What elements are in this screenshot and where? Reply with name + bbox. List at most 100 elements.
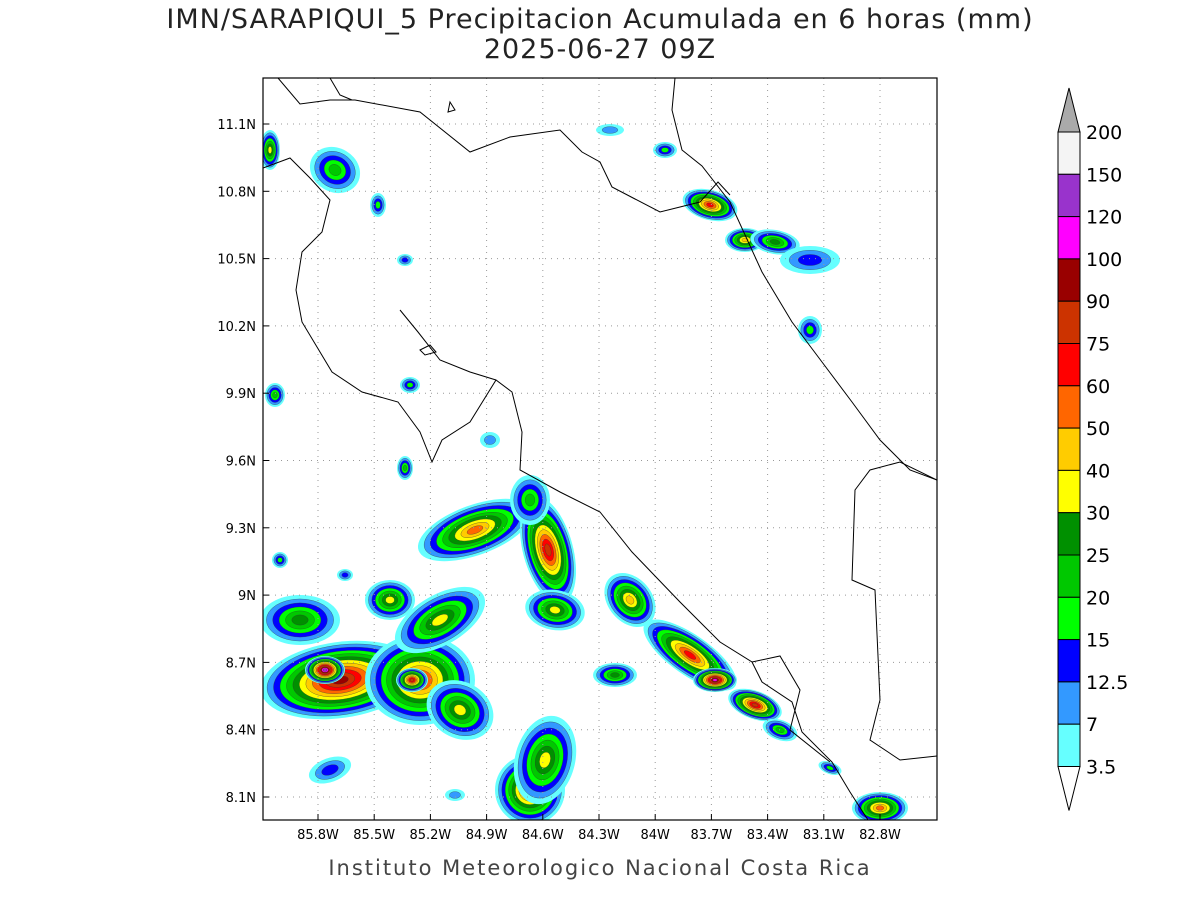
lat-tick-label: 10.2N [217,320,256,335]
precip-contour [806,325,814,335]
colorbar-label: 25 [1086,545,1110,567]
island [447,100,456,113]
colorbar-label: 100 [1086,249,1122,271]
lon-tick-label: 85.5W [353,828,395,843]
precip-contour [328,164,342,176]
precip-contour [321,764,339,776]
precip-contour [466,525,484,535]
colorbar-label: 3.5 [1086,757,1116,779]
colorbar-segment [1057,596,1081,641]
nicaragua-lake-shore [329,78,353,101]
precip-contour [706,202,714,208]
lon-tick-label: 84.6W [522,828,564,843]
map-title: IMN/SARAPIQUI_5 Precipitacion Acumulada … [166,4,1034,35]
footer-credit: Instituto Meteorologico Nacional Costa R… [328,856,872,880]
colorbar-label: 30 [1086,503,1110,525]
precip-contour [375,201,381,209]
precip-contour [751,702,759,708]
colorbar-over-triangle [1057,87,1081,133]
lat-tick-label: 10.8N [217,185,256,200]
caribbean-coast [671,78,937,481]
precip-contour [769,239,781,245]
precip-contour [453,704,467,716]
colorbar-segment [1057,385,1081,429]
nicaragua-coast [277,78,731,213]
precip-contour [539,751,551,769]
precip-contour [549,606,561,614]
plot-frame [262,77,938,821]
precipitation-field [263,124,908,820]
precip-contour [601,126,619,134]
colorbar-segment [1057,681,1081,725]
precip-contour [875,805,885,811]
precip-contour [431,613,449,627]
colorbar-segment [1057,343,1081,387]
precip-contour [625,595,635,605]
precip-contour [683,650,697,660]
colorbar-label: 150 [1086,164,1122,186]
precip-contour [268,146,272,154]
colorbar-label: 90 [1086,291,1110,313]
lat-tick-label: 8.7N [226,656,256,671]
lat-tick-label: 9N [238,589,256,604]
panama-border [751,655,831,763]
lon-tick-label: 82.8W [859,828,901,843]
precip-contour [826,765,834,771]
colorbar-label: 20 [1086,587,1110,609]
colorbar-segment [1057,258,1081,302]
lon-tick-label: 84.9W [466,828,508,843]
colorbar: 200 150 120 100 90 75 60 50 40 30 25 20 15 12.5 7 3.5 [1057,87,1128,811]
lat-tick-label: 9.3N [226,522,256,537]
lon-tick-label: 84.3W [578,828,620,843]
precip-contour [449,791,461,799]
island [419,344,437,356]
precip-contour [277,557,283,563]
nicoya-gulf [399,309,497,381]
colorbar-segment [1057,469,1081,514]
colorbar-segment [1057,427,1081,471]
colorbar-label: 75 [1086,334,1110,356]
colorbar-segment [1057,554,1081,598]
colorbar-segment [1057,639,1081,683]
axis-ticks: 11.1N 10.8N 10.5N 10.2N 9.9N 9.6N 9.3N 9N 8.7N 8.… [217,118,901,843]
precip-contour [385,596,395,604]
colorbar-segment [1057,131,1081,175]
lon-tick-label: 85.2W [409,828,451,843]
precip-contour [484,435,496,445]
lat-tick-label: 11.1N [217,118,256,133]
colorbar-segment [1057,300,1081,345]
lat-tick-label: 8.4N [226,724,256,739]
colorbar-label: 40 [1086,460,1110,482]
grid-lines [263,78,937,820]
colorbar-label: 15 [1086,630,1110,652]
precip-contour [291,614,309,626]
precip-contour [410,678,414,682]
colorbar-label: 50 [1086,418,1110,440]
coastlines [263,78,937,820]
colorbar-under-triangle [1057,766,1081,811]
colorbar-label: 7 [1086,714,1098,736]
colorbar-segment [1057,173,1081,218]
colorbar-label: 120 [1086,207,1122,229]
lat-tick-label: 9.9N [226,387,256,402]
colorbar-segment [1057,512,1081,556]
colorbar-label: 60 [1086,376,1110,398]
precip-contour [406,382,414,388]
precip-contour [272,391,278,399]
lon-tick-label: 83.1W [803,828,845,843]
precip-contour [712,678,718,682]
lat-tick-label: 10.5N [217,253,256,268]
precip-contour [524,493,536,507]
precip-contour [401,257,409,263]
precip-contour [544,543,552,557]
lon-tick-label: 83.7W [690,828,732,843]
precip-contour [610,672,620,678]
colorbar-segment [1057,723,1081,768]
lon-tick-label: 83.4W [747,828,789,843]
panama-inland [851,461,937,761]
map-date: 2025-06-27 09Z [483,34,717,65]
lon-tick-label: 85.8W [297,828,339,843]
lat-tick-label: 9.6N [226,455,256,470]
colorbar-segment [1057,216,1081,260]
